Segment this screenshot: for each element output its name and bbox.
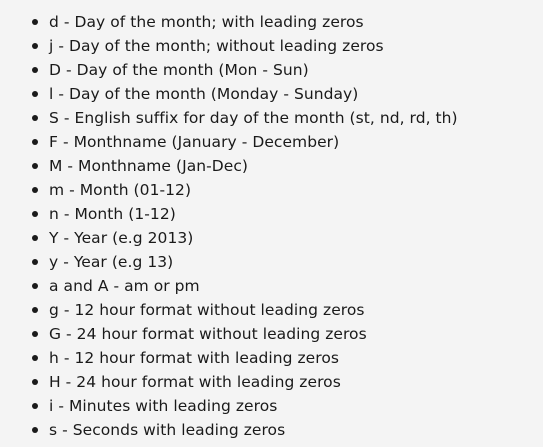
bullet-icon <box>32 163 38 169</box>
list-item-text: j - Day of the month; without leading ze… <box>49 37 384 55</box>
list-item-text: h - 12 hour format with leading zeros <box>49 349 339 367</box>
bullet-icon <box>32 355 38 361</box>
bullet-icon <box>32 259 38 265</box>
bullet-icon <box>32 115 38 121</box>
date-format-list: d - Day of the month; with leading zeros… <box>0 10 458 442</box>
list-item-text: i - Minutes with leading zeros <box>49 397 278 415</box>
list-item: h - 12 hour format with leading zeros <box>0 346 458 370</box>
list-item: n - Month (1-12) <box>0 202 458 226</box>
list-item: d - Day of the month; with leading zeros <box>0 10 458 34</box>
list-item: s - Seconds with leading zeros <box>0 418 458 442</box>
list-item-text: S - English suffix for day of the month … <box>49 109 458 127</box>
bullet-icon <box>32 19 38 25</box>
list-item: F - Monthname (January - December) <box>0 130 458 154</box>
bullet-icon <box>32 43 38 49</box>
bullet-icon <box>32 211 38 217</box>
list-item: m - Month (01-12) <box>0 178 458 202</box>
bullet-icon <box>32 235 38 241</box>
list-item-text: Y - Year (e.g 2013) <box>49 229 194 247</box>
bullet-icon <box>32 307 38 313</box>
bullet-icon <box>32 283 38 289</box>
list-item-text: H - 24 hour format with leading zeros <box>49 373 341 391</box>
bullet-icon <box>32 427 38 433</box>
bullet-icon <box>32 331 38 337</box>
list-item-text: g - 12 hour format without leading zeros <box>49 301 365 319</box>
list-item-text: l - Day of the month (Monday - Sunday) <box>49 85 359 103</box>
list-item: i - Minutes with leading zeros <box>0 394 458 418</box>
list-item: M - Monthname (Jan-Dec) <box>0 154 458 178</box>
bullet-icon <box>32 187 38 193</box>
list-item-text: a and A - am or pm <box>49 277 200 295</box>
bullet-icon <box>32 403 38 409</box>
list-item-text: y - Year (e.g 13) <box>49 253 174 271</box>
bullet-icon <box>32 379 38 385</box>
list-item-text: M - Monthname (Jan-Dec) <box>49 157 249 175</box>
list-item: y - Year (e.g 13) <box>0 250 458 274</box>
list-item: D - Day of the month (Mon - Sun) <box>0 58 458 82</box>
list-item: l - Day of the month (Monday - Sunday) <box>0 82 458 106</box>
list-item-text: s - Seconds with leading zeros <box>49 421 286 439</box>
list-item: Y - Year (e.g 2013) <box>0 226 458 250</box>
list-item-text: D - Day of the month (Mon - Sun) <box>49 61 309 79</box>
list-item-text: F - Monthname (January - December) <box>49 133 340 151</box>
list-item: S - English suffix for day of the month … <box>0 106 458 130</box>
list-item-text: m - Month (01-12) <box>49 181 192 199</box>
list-item: H - 24 hour format with leading zeros <box>0 370 458 394</box>
list-item: g - 12 hour format without leading zeros <box>0 298 458 322</box>
list-item: j - Day of the month; without leading ze… <box>0 34 458 58</box>
list-item-text: G - 24 hour format without leading zeros <box>49 325 367 343</box>
bullet-icon <box>32 91 38 97</box>
list-item-text: n - Month (1-12) <box>49 205 176 223</box>
list-item: a and A - am or pm <box>0 274 458 298</box>
list-item: G - 24 hour format without leading zeros <box>0 322 458 346</box>
bullet-icon <box>32 139 38 145</box>
list-item-text: d - Day of the month; with leading zeros <box>49 13 364 31</box>
bullet-icon <box>32 67 38 73</box>
